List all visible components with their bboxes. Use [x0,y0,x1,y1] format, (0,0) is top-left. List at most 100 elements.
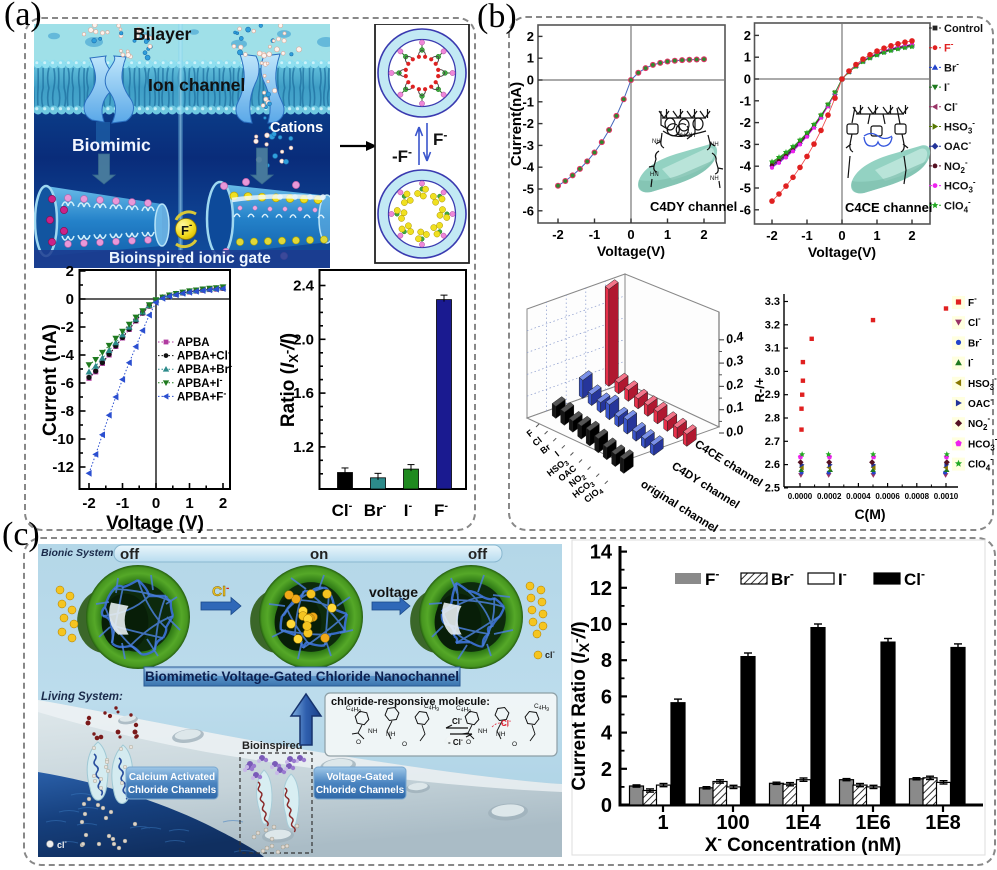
svg-text:2: 2 [700,227,707,242]
svg-text:0.0004: 0.0004 [846,492,871,501]
svg-text:OAC-: OAC- [968,395,993,410]
svg-text:Current Ratio (IX-/I): Current Ratio (IX-/I) [570,621,592,790]
svg-text:-8: -8 [61,403,74,420]
svg-text:ClO4-: ClO4- [944,197,971,214]
svg-text:Bilayer: Bilayer [133,24,192,44]
svg-text:1: 1 [873,228,880,243]
svg-text:0.2: 0.2 [725,376,745,393]
svg-text:2: 2 [908,228,915,243]
svg-text:-1: -1 [740,93,751,108]
svg-text:0: 0 [152,495,160,512]
svg-text:1: 1 [527,51,534,66]
svg-text:- Cl-: - Cl- [448,738,463,747]
svg-text:1: 1 [664,227,671,242]
svg-text:C4CE channel: C4CE channel [845,200,932,215]
svg-text:NH: NH [710,142,719,148]
svg-text:off: off [120,546,140,563]
svg-text:3.1: 3.1 [765,343,780,355]
svg-text:NH: NH [710,176,719,182]
svg-text:Cl-: Cl- [501,719,511,728]
svg-text:voltage: voltage [369,584,418,600]
svg-text:NH: NH [386,731,396,738]
svg-text:1: 1 [657,812,668,834]
svg-text:-: - [189,220,192,231]
svg-text:Cl-: Cl- [452,717,462,726]
svg-text:0.0008: 0.0008 [905,492,930,501]
svg-text:Cl-: Cl- [332,500,353,520]
svg-text:-5: -5 [740,181,751,196]
svg-text:Bioinspired: Bioinspired [242,740,303,752]
svg-text:O: O [466,739,471,746]
svg-text:2: 2 [601,759,612,781]
svg-text:-4: -4 [61,347,75,364]
svg-text:Chloride Channels: Chloride Channels [316,785,405,796]
svg-text:Biomimetic Voltage-Gated Chlor: Biomimetic Voltage-Gated Chloride Nanoch… [145,669,459,684]
svg-text:8: 8 [601,650,612,672]
svg-text:F-: F- [434,500,448,520]
svg-text:12: 12 [590,578,612,600]
svg-text:-6: -6 [522,203,534,218]
svg-text:APBA+Br-: APBA+Br- [177,361,232,376]
svg-text:APBA+F-: APBA+F- [177,388,226,403]
svg-text:C4H9: C4H9 [456,705,471,715]
svg-text:-5: -5 [522,182,534,197]
svg-text:0.0000: 0.0000 [788,492,813,501]
svg-text:0: 0 [744,72,751,87]
svg-text:F-: F- [968,294,977,309]
svg-text:2.7: 2.7 [765,436,780,448]
svg-text:X- Concentration (nM): X- Concentration (nM) [705,831,901,856]
svg-text:-12: -12 [52,459,74,476]
svg-text:2: 2 [744,28,751,43]
svg-text:Current(nA): Current(nA) [510,82,525,166]
svg-text:1E6: 1E6 [855,812,891,834]
svg-text:-1: -1 [801,228,813,243]
svg-text:Cl-: Cl- [968,314,981,329]
svg-text:Cl-: Cl- [904,567,925,589]
svg-text:2.0: 2.0 [293,331,314,348]
svg-text:-6: -6 [740,202,751,217]
svg-text:-2: -2 [522,116,534,131]
svg-text:-3: -3 [522,138,534,153]
svg-text:Voltage(V): Voltage(V) [808,244,876,260]
svg-text:1E4: 1E4 [785,812,821,834]
svg-text:F: F [181,223,189,238]
svg-text:I-: I- [944,79,950,94]
svg-text:-4: -4 [522,160,534,175]
svg-text:-10: -10 [52,431,74,448]
svg-text:O: O [512,741,517,748]
svg-text:C(M): C(M) [854,506,885,522]
svg-text:1: 1 [744,50,751,65]
svg-text:F-: F- [944,40,954,55]
svg-text:-F-: -F- [392,145,412,166]
svg-text:OAC-: OAC- [944,138,971,153]
svg-text:on: on [310,546,328,563]
svg-text:3.3: 3.3 [765,296,780,308]
svg-text:Cl-: Cl- [212,583,229,599]
svg-text:0: 0 [527,73,534,88]
svg-text:C4H9: C4H9 [424,703,439,713]
svg-text:Cl-: Cl- [944,99,958,114]
svg-text:I-: I- [838,567,847,589]
svg-text:NH: NH [368,728,378,735]
svg-text:Chloride Channels: Chloride Channels [128,785,217,796]
svg-text:cl-: cl- [57,839,68,850]
svg-text:0: 0 [627,227,634,242]
svg-text:O: O [356,739,361,746]
svg-text:100: 100 [716,812,749,834]
svg-text:I-: I- [968,355,974,370]
svg-text:C4H9: C4H9 [534,703,549,713]
svg-text:2: 2 [66,266,74,280]
svg-text:NH: NH [496,731,506,738]
svg-text:2.9: 2.9 [765,389,780,401]
svg-text:1E8: 1E8 [925,812,961,834]
svg-text:6: 6 [601,686,612,708]
svg-text:0.4: 0.4 [725,329,745,346]
svg-text:-2: -2 [766,228,778,243]
svg-text:Bionic System:: Bionic System: [41,547,117,559]
svg-text:Voltage (V): Voltage (V) [106,513,204,534]
svg-text:-1: -1 [589,227,601,242]
svg-text:C4H9: C4H9 [346,705,361,715]
svg-text:NO2-: NO2- [944,158,968,175]
svg-text:Ion channel: Ion channel [148,75,245,95]
svg-text:0: 0 [66,291,74,308]
